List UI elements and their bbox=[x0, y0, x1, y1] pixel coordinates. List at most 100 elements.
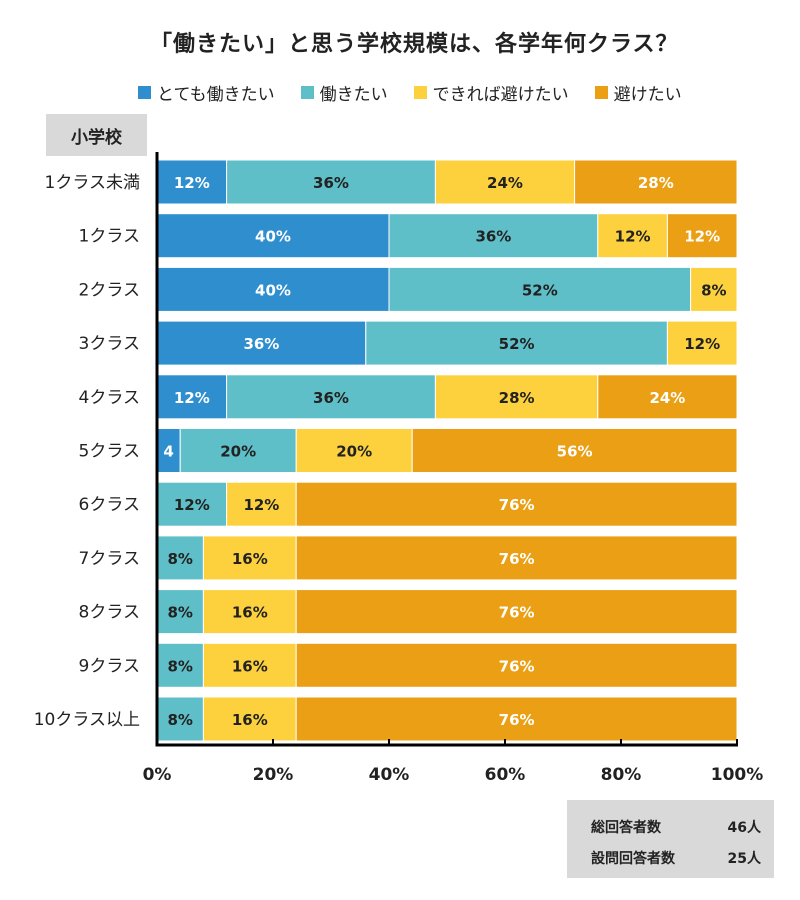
category-label: 9クラス bbox=[79, 656, 140, 676]
bar-segment bbox=[388, 266, 692, 312]
legend-label-want: 働きたい bbox=[319, 85, 388, 105]
bar-segment bbox=[226, 481, 297, 527]
total-respondents-row: 総回答者数 46人 bbox=[591, 817, 761, 837]
category-label: 6クラス bbox=[79, 495, 140, 515]
x-tick-label: 0% bbox=[143, 765, 172, 785]
data-label: 28% bbox=[638, 174, 674, 192]
total-respondents-label: 総回答者数 bbox=[591, 820, 661, 836]
data-label: 8% bbox=[701, 281, 726, 299]
bar-segment bbox=[666, 213, 738, 259]
legend-swatch-want bbox=[300, 86, 314, 99]
legend-item-very-want: とても働きたい bbox=[138, 80, 275, 105]
bar-segment bbox=[156, 481, 228, 527]
data-label: 12% bbox=[684, 228, 720, 246]
legend: とても働きたい 働きたい できれば避けたい 避けたい bbox=[138, 80, 788, 105]
data-label: 28% bbox=[499, 389, 535, 407]
data-label: 12% bbox=[174, 389, 210, 407]
legend-swatch-very-want bbox=[138, 86, 151, 99]
bar-segment bbox=[156, 213, 390, 259]
bar-segment bbox=[295, 535, 738, 581]
legend-item-prefer-avoid: できれば避けたい bbox=[413, 80, 569, 105]
data-label: 52% bbox=[522, 281, 558, 299]
data-label: 4 bbox=[163, 443, 173, 461]
bar-segment bbox=[295, 428, 413, 473]
bar-segment bbox=[597, 374, 738, 420]
data-label: 16% bbox=[232, 550, 268, 568]
legend-label-very-want: とても働きたい bbox=[157, 85, 275, 105]
bar-segment bbox=[202, 535, 297, 581]
legend-item-avoid: 避けたい bbox=[594, 80, 682, 105]
data-label: 8% bbox=[167, 550, 192, 568]
bar-segment bbox=[295, 696, 738, 742]
section-label: 小学校 bbox=[46, 114, 147, 156]
bar-segment bbox=[202, 642, 297, 688]
data-label: 16% bbox=[232, 604, 268, 622]
bar-segment bbox=[202, 589, 297, 635]
legend-swatch-prefer-avoid bbox=[413, 86, 427, 99]
data-label: 24% bbox=[487, 174, 523, 192]
chart-title: 「働きたい」と思う学校規模は、各学年何クラス？ bbox=[150, 32, 679, 57]
data-label: 36% bbox=[475, 228, 511, 246]
bar-segment bbox=[434, 159, 576, 205]
bar-segment bbox=[295, 642, 738, 688]
question-respondents-row: 設問回答者数 25人 bbox=[591, 848, 761, 868]
bar-chart: 1クラス未満 12% 36% 24% 28%1クラス 40% 36% 12% 12%2クラス 40… bbox=[34, 152, 764, 785]
category-label: 1クラス未満 bbox=[45, 173, 140, 193]
total-respondents-value: 46人 bbox=[727, 820, 761, 836]
bar-segment bbox=[226, 374, 436, 420]
category-label: 4クラス bbox=[79, 388, 140, 408]
x-tick-label: 60% bbox=[485, 765, 526, 785]
category-label: 2クラス bbox=[79, 280, 140, 300]
x-tick-label: 20% bbox=[253, 765, 294, 785]
bar-segment bbox=[202, 696, 297, 742]
data-label: 56% bbox=[557, 443, 593, 461]
data-label: 12% bbox=[684, 335, 720, 353]
legend-label-avoid: 避けたい bbox=[613, 85, 682, 105]
question-respondents-label: 設問回答者数 bbox=[591, 851, 675, 867]
bar-segment bbox=[295, 481, 738, 527]
bar-segment bbox=[156, 374, 228, 420]
data-label: 40% bbox=[255, 228, 291, 246]
bar-segment bbox=[156, 642, 204, 688]
data-label: 76% bbox=[499, 604, 535, 622]
x-tick-label: 100% bbox=[711, 765, 764, 785]
data-label: 12% bbox=[615, 228, 651, 246]
question-respondents-value: 25人 bbox=[727, 851, 761, 867]
data-label: 36% bbox=[313, 174, 349, 192]
data-label: 40% bbox=[255, 281, 291, 299]
bar-segment bbox=[156, 696, 204, 742]
data-label: 76% bbox=[499, 711, 535, 729]
bar-segment bbox=[156, 320, 367, 366]
legend-item-want: 働きたい bbox=[300, 80, 388, 105]
bar-segment bbox=[156, 589, 204, 635]
bar-segment bbox=[388, 213, 599, 259]
category-label: 10クラス以上 bbox=[34, 710, 140, 730]
data-label: 12% bbox=[174, 496, 210, 514]
legend-swatch-avoid bbox=[594, 86, 608, 99]
data-label: 76% bbox=[499, 496, 535, 514]
legend-label-prefer-avoid: できれば避けたい bbox=[432, 85, 569, 105]
bar-segment bbox=[434, 374, 599, 420]
bar-segment bbox=[156, 266, 390, 312]
data-label: 16% bbox=[232, 711, 268, 729]
x-tick-label: 40% bbox=[369, 765, 410, 785]
data-label: 76% bbox=[499, 657, 535, 675]
data-label: 12% bbox=[174, 174, 210, 192]
category-label: 5クラス bbox=[79, 442, 140, 462]
bar-segment bbox=[179, 428, 297, 473]
data-label: 36% bbox=[243, 335, 279, 353]
bar-segment bbox=[690, 266, 738, 312]
data-label: 52% bbox=[499, 335, 535, 353]
data-label: 8% bbox=[167, 711, 192, 729]
data-label: 76% bbox=[499, 550, 535, 568]
data-label: 12% bbox=[243, 496, 279, 514]
data-label: 36% bbox=[313, 389, 349, 407]
bar-segment bbox=[666, 320, 738, 366]
x-tick-label: 80% bbox=[601, 765, 642, 785]
respondents-box: 総回答者数 46人 設問回答者数 25人 bbox=[567, 800, 774, 878]
bar-segment bbox=[411, 428, 738, 473]
data-label: 20% bbox=[336, 443, 372, 461]
data-label: 8% bbox=[167, 657, 192, 675]
category-label: 8クラス bbox=[79, 603, 140, 623]
